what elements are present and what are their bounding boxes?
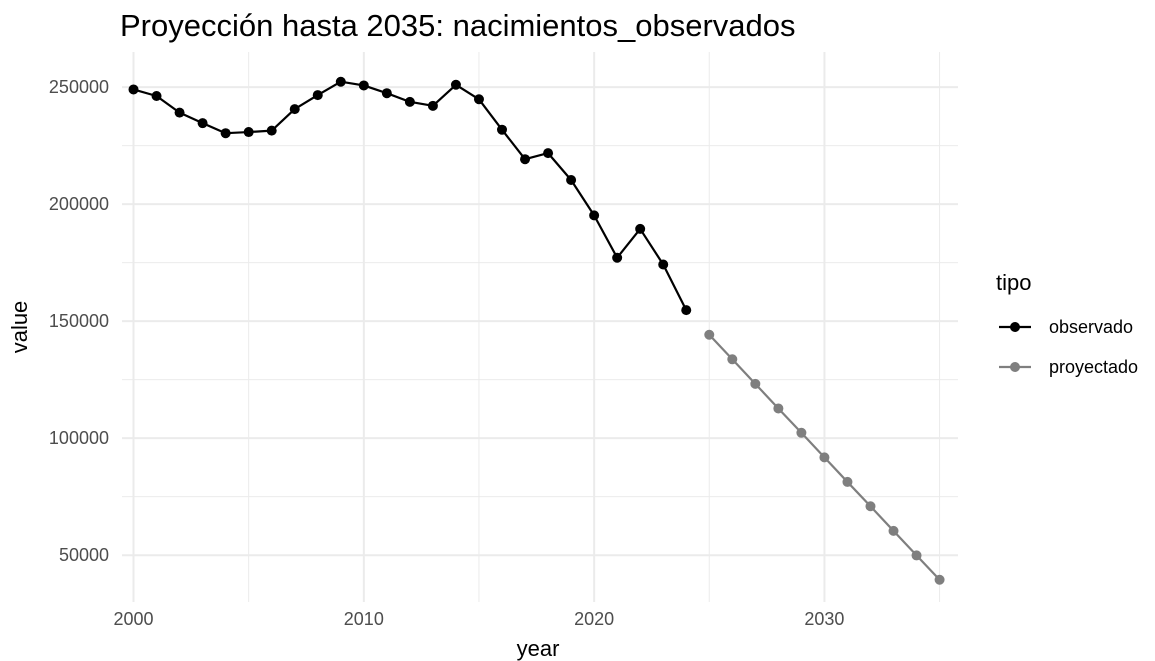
data-point-observado: [427, 100, 438, 111]
data-point-observado: [658, 259, 669, 270]
data-point-observado: [151, 91, 162, 101]
legend-label: proyectado: [1049, 357, 1138, 377]
x-axis-title: year: [517, 636, 560, 661]
data-point-proyectado: [888, 525, 899, 536]
data-point-observado: [174, 107, 185, 118]
major-grid: [122, 52, 958, 602]
legend-item-proyectado: proyectado: [999, 357, 1138, 377]
x-tick-label: 2020: [574, 609, 614, 629]
data-point-proyectado: [819, 452, 830, 463]
data-point-observado: [381, 88, 392, 99]
data-point-observado: [404, 96, 415, 107]
legend-label: observado: [1049, 317, 1133, 337]
data-point-proyectado: [865, 501, 876, 512]
y-tick-label: 200000: [49, 194, 109, 214]
data-point-observado: [566, 175, 577, 186]
data-point-observado: [589, 210, 600, 221]
legend-title: tipo: [996, 270, 1031, 295]
data-point-observado: [220, 128, 231, 139]
data-point-observado: [266, 125, 277, 136]
data-point-observado: [681, 305, 692, 316]
legend-key-point: [1010, 322, 1020, 332]
y-tick-label: 100000: [49, 428, 109, 448]
data-point-observado: [358, 80, 369, 91]
minor-grid: [122, 52, 958, 602]
data-point-observado: [543, 148, 554, 159]
data-point-observado: [473, 94, 484, 105]
data-point-observado: [197, 118, 208, 129]
data-point-observado: [497, 124, 507, 135]
data-point-observado: [243, 127, 254, 138]
data-point-proyectado: [750, 378, 761, 389]
y-axis-title: value: [7, 301, 32, 354]
data-point-proyectado: [911, 550, 922, 561]
data-point-proyectado: [727, 354, 738, 365]
data-point-proyectado: [934, 574, 945, 585]
data-point-proyectado: [796, 427, 807, 438]
plot-series: [128, 76, 945, 585]
data-point-proyectado: [704, 329, 715, 340]
legend-key-point: [1010, 362, 1020, 372]
data-point-proyectado: [842, 476, 853, 487]
data-point-observado: [128, 84, 139, 95]
data-point-proyectado: [773, 403, 784, 414]
data-point-observado: [450, 79, 461, 90]
legend-item-observado: observado: [999, 317, 1133, 337]
data-point-observado: [312, 90, 323, 101]
data-point-observado: [289, 104, 300, 115]
y-tick-label: 150000: [49, 311, 109, 331]
data-point-observado: [635, 223, 646, 234]
y-tick-label: 50000: [59, 545, 109, 565]
x-tick-label: 2000: [113, 609, 153, 629]
legend: tipo observado proyectado: [996, 270, 1138, 377]
chart-title: Proyección hasta 2035: nacimientos_obser…: [120, 8, 796, 43]
data-point-observado: [612, 252, 623, 263]
x-tick-label: 2010: [344, 609, 384, 629]
legend-items: observado proyectado: [999, 317, 1138, 377]
x-tick-label: 2030: [804, 609, 844, 629]
series-line-observado: [133, 80, 688, 311]
data-point-observado: [520, 154, 531, 165]
y-tick-label: 250000: [49, 77, 109, 97]
data-point-observado: [335, 76, 346, 87]
tick-labels: 2000 2010 2020 2030 50000 100000 150000 200000 2…: [49, 77, 845, 629]
